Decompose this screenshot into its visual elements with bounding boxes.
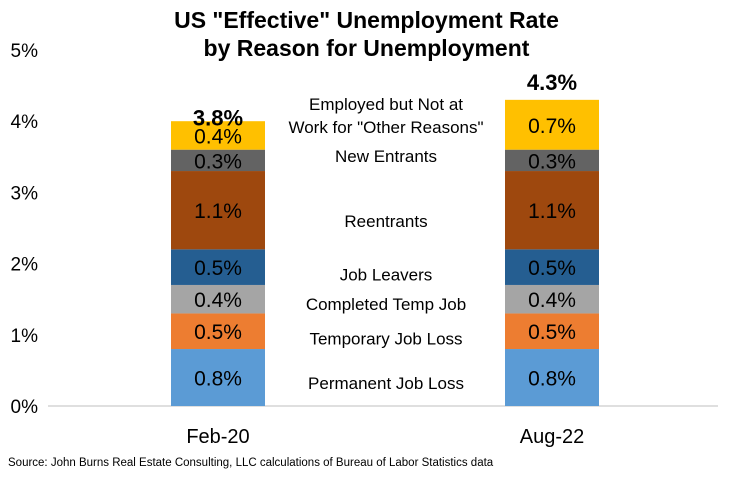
chart-title-line-1: US "Effective" Unemployment Rate [174, 7, 559, 33]
segment-data-label: 0.4% [194, 289, 242, 312]
series-name-label: Reentrants [344, 212, 427, 231]
bar-segment [505, 284, 599, 314]
segment-data-label: 0.8% [194, 368, 242, 391]
source-note: Source: John Burns Real Estate Consultin… [8, 457, 494, 469]
segment-data-label: 0.7% [528, 115, 576, 138]
series-name-label: Employed but Not at [309, 95, 463, 114]
bar-segment [171, 149, 265, 172]
series-name-label: Work for "Other Reasons" [288, 118, 483, 137]
series-name-label: Permanent Job Loss [308, 374, 464, 393]
bar-segment [171, 284, 265, 314]
chart-title-line-2: by Reason for Unemployment [203, 35, 530, 61]
bar-segment [505, 149, 599, 172]
y-tick-label: 2% [11, 255, 39, 276]
segment-data-label: 0.5% [194, 321, 242, 344]
segment-data-label: 1.1% [194, 200, 242, 223]
y-tick-label: 3% [11, 183, 39, 204]
bar-segment [171, 249, 265, 285]
segment-data-label: 0.5% [528, 321, 576, 344]
segment-data-label: 0.4% [528, 289, 576, 312]
series-name-label: Temporary Job Loss [309, 329, 462, 348]
bar-segment [171, 349, 265, 406]
y-tick-label: 0% [11, 397, 39, 418]
total-label: 4.3% [527, 70, 577, 95]
segment-data-label: 0.5% [528, 257, 576, 280]
x-tick-label: Feb-20 [186, 426, 249, 448]
bar-segment [505, 99, 599, 150]
y-tick-label: 1% [11, 326, 39, 347]
segment-data-label: 0.3% [194, 150, 242, 173]
bar-segment [505, 249, 599, 285]
y-tick-label: 4% [11, 112, 39, 133]
series-name-label: Completed Temp Job [306, 295, 466, 314]
bar-segment [505, 349, 599, 406]
y-tick-label: 5% [11, 41, 39, 62]
segment-data-label: 0.8% [528, 368, 576, 391]
bar-segment [505, 313, 599, 350]
segment-data-label: 1.1% [528, 200, 576, 223]
segment-data-label: 0.4% [194, 125, 242, 148]
bar-segment [171, 121, 265, 150]
total-label: 3.8% [193, 105, 243, 130]
bar-segment [171, 171, 265, 250]
bar-segment [505, 171, 599, 250]
segment-data-label: 0.3% [528, 150, 576, 173]
segment-data-label: 0.5% [194, 257, 242, 280]
series-name-label: Job Leavers [340, 265, 433, 284]
bar-segment [171, 313, 265, 350]
x-tick-label: Aug-22 [520, 426, 585, 448]
series-name-label: New Entrants [335, 147, 437, 166]
